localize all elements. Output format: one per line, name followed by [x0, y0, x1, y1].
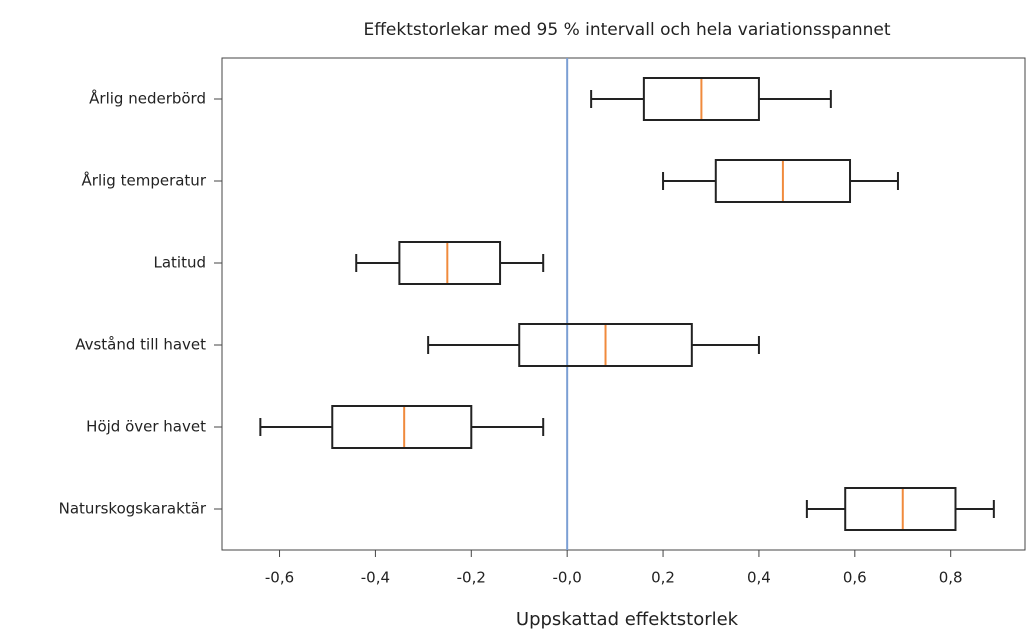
y-tick-label: Avstånd till havet: [75, 336, 206, 354]
x-tick-label: 0,6: [843, 569, 867, 587]
y-tick-label: Årlig nederbörd: [89, 89, 206, 108]
x-tick-label: 0,4: [747, 569, 771, 587]
x-tick-label: -0,0: [553, 569, 582, 587]
box: [844, 487, 957, 531]
box: [331, 405, 473, 449]
x-tick-label: -0,4: [361, 569, 390, 587]
x-tick-label: -0,2: [457, 569, 486, 587]
x-tick-label: 0,2: [651, 569, 675, 587]
box: [518, 323, 693, 367]
y-tick-label: Naturskogskaraktär: [59, 500, 207, 518]
x-axis-title: Uppskattad effektstorlek: [516, 609, 739, 630]
x-tick-label: 0,8: [939, 569, 963, 587]
box: [642, 77, 760, 121]
chart-title: Effektstorlekar med 95 % intervall och h…: [363, 20, 890, 40]
y-tick-label: Höjd över havet: [86, 418, 206, 436]
plot-frame: [221, 57, 1026, 551]
box: [714, 159, 852, 203]
y-tick-label: Latitud: [153, 254, 206, 272]
box: [398, 241, 502, 285]
y-tick-label: Årlig temperatur: [82, 171, 207, 190]
x-tick-label: -0,6: [265, 569, 294, 587]
